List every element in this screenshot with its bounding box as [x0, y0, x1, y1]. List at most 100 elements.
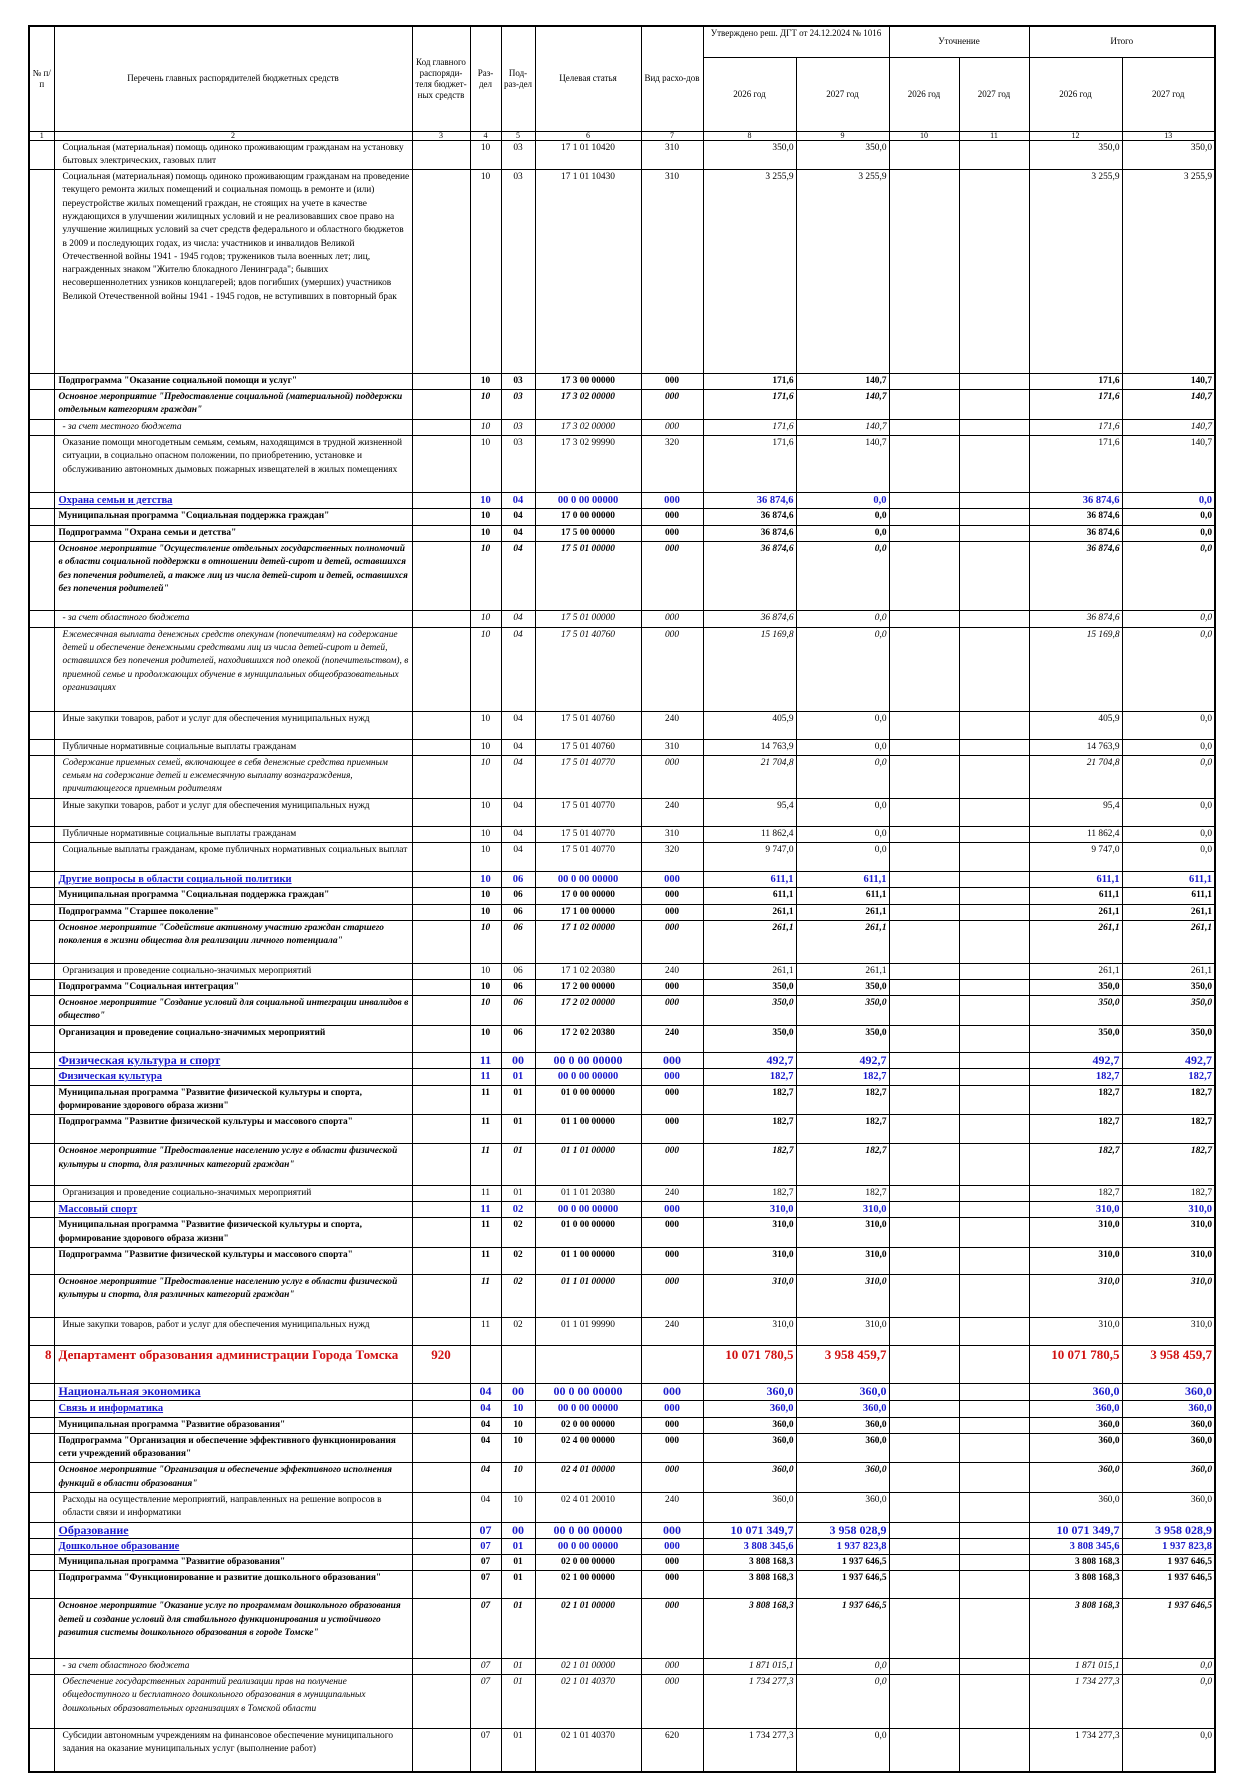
cell: 261,1 [795, 903, 890, 922]
cell: 02 4 00 00000 [534, 1432, 642, 1464]
row-name: Основное мероприятие "Оказание услуг по … [53, 1598, 413, 1659]
col-header: № п/п [28, 25, 55, 132]
row-name: Образование [53, 1521, 413, 1539]
cell [411, 540, 471, 612]
cell [411, 1727, 471, 1773]
cell [888, 434, 960, 494]
cell: 0,0 [1121, 492, 1216, 510]
row-name: Обеспечение государственных гарантий реа… [53, 1674, 413, 1729]
cell: 11 [469, 1084, 502, 1116]
cell [411, 524, 471, 542]
cell: 171,6 [1028, 372, 1123, 391]
cell: 10 071 780,5 [702, 1345, 797, 1385]
cell: 000 [640, 1051, 704, 1070]
table-row: Содержание приемных семей, включающее в … [28, 754, 1216, 799]
cell [888, 903, 960, 922]
row-name: Основное мероприятие "Осуществление отде… [53, 540, 413, 612]
cell: 000 [640, 1084, 704, 1116]
cell [411, 1537, 471, 1556]
cell [888, 920, 960, 964]
cell: 17 5 01 40770 [534, 825, 642, 844]
cell [958, 418, 1030, 436]
cell: 01 [500, 1084, 536, 1116]
cell [888, 1554, 960, 1572]
cell: 17 1 01 10430 [534, 169, 642, 374]
cell: 0,0 [795, 738, 890, 756]
cell [28, 1492, 55, 1523]
cell: 171,6 [702, 418, 797, 436]
cell: 0,0 [1121, 1674, 1216, 1729]
cell [888, 524, 960, 542]
cell: 01 [500, 1570, 536, 1600]
cell: 310,0 [1121, 1273, 1216, 1319]
cell [28, 920, 55, 964]
table-row: Муниципальная программа "Развитие образо… [28, 1416, 1216, 1434]
cell: 17 3 02 99990 [534, 434, 642, 494]
cell: 8 [28, 1345, 55, 1385]
cell: 000 [640, 903, 704, 922]
table-row: Муниципальная программа "Социальная подд… [28, 508, 1216, 526]
cell: 0,0 [795, 524, 890, 542]
cell [28, 434, 55, 494]
table-row: Публичные нормативные социальные выплаты… [28, 825, 1216, 844]
cell: 03 [500, 372, 536, 391]
cell: 3 808 345,6 [702, 1537, 797, 1556]
cell [958, 1521, 1030, 1539]
cell [28, 1114, 55, 1145]
table-row: Подпрограмма "Организация и обеспечение … [28, 1432, 1216, 1464]
cell: 182,7 [1121, 1143, 1216, 1186]
cell: 17 3 00 00000 [534, 372, 642, 391]
cell: 04 [500, 524, 536, 542]
cell: 350,0 [795, 1024, 890, 1053]
cell: 140,7 [1121, 418, 1216, 436]
cell [411, 1273, 471, 1319]
cell [888, 1051, 960, 1070]
cell [411, 1246, 471, 1275]
cell [888, 1068, 960, 1086]
cell: 0,0 [1121, 1657, 1216, 1676]
cell: 17 5 00 00000 [534, 524, 642, 542]
table-row: Иные закупки товаров, работ и услуг для … [28, 797, 1216, 827]
cell: 10 [469, 797, 502, 827]
cell: 10 [469, 610, 502, 628]
cell [888, 139, 960, 171]
row-name: Основное мероприятие "Содействие активно… [53, 920, 413, 964]
cell: 000 [640, 1432, 704, 1464]
cell: 02 [500, 1273, 536, 1319]
cell: 36 874,6 [702, 492, 797, 510]
cell: 0,0 [795, 508, 890, 526]
cell [958, 1537, 1030, 1556]
cell [28, 139, 55, 171]
cell: 11 862,4 [702, 825, 797, 844]
cell: 02 [500, 1246, 536, 1275]
cell: 360,0 [1121, 1416, 1216, 1434]
cell: 17 1 01 10420 [534, 139, 642, 171]
row-name: Расходы на осуществление мероприятий, на… [53, 1492, 413, 1523]
cell: 000 [640, 1674, 704, 1729]
cell: 02 0 00 00000 [534, 1554, 642, 1572]
cell [469, 1345, 502, 1385]
cell: 182,7 [702, 1068, 797, 1086]
cell [958, 995, 1030, 1026]
cell: 11 [469, 1246, 502, 1275]
cell [411, 710, 471, 740]
cell [958, 524, 1030, 542]
cell: 310 [640, 825, 704, 844]
row-name: Подпрограмма "Развитие физической культу… [53, 1246, 413, 1275]
row-name: Основное мероприятие "Предоставление нас… [53, 1273, 413, 1319]
cell: 10 [469, 903, 502, 922]
cell: 360,0 [702, 1383, 797, 1402]
cell: 9 747,0 [702, 842, 797, 873]
cell [411, 492, 471, 510]
cell [888, 1674, 960, 1729]
cell: 17 1 02 00000 [534, 920, 642, 964]
cell: 95,4 [1028, 797, 1123, 827]
cell: 00 0 00 00000 [534, 1521, 642, 1539]
cell [958, 1217, 1030, 1248]
cell [28, 626, 55, 712]
cell: 611,1 [1028, 871, 1123, 889]
cell [888, 1570, 960, 1600]
year-header: 2027 год [795, 56, 890, 132]
row-name: Другие вопросы в области социальной поли… [53, 871, 413, 889]
table-row: Обеспечение государственных гарантий реа… [28, 1674, 1216, 1729]
